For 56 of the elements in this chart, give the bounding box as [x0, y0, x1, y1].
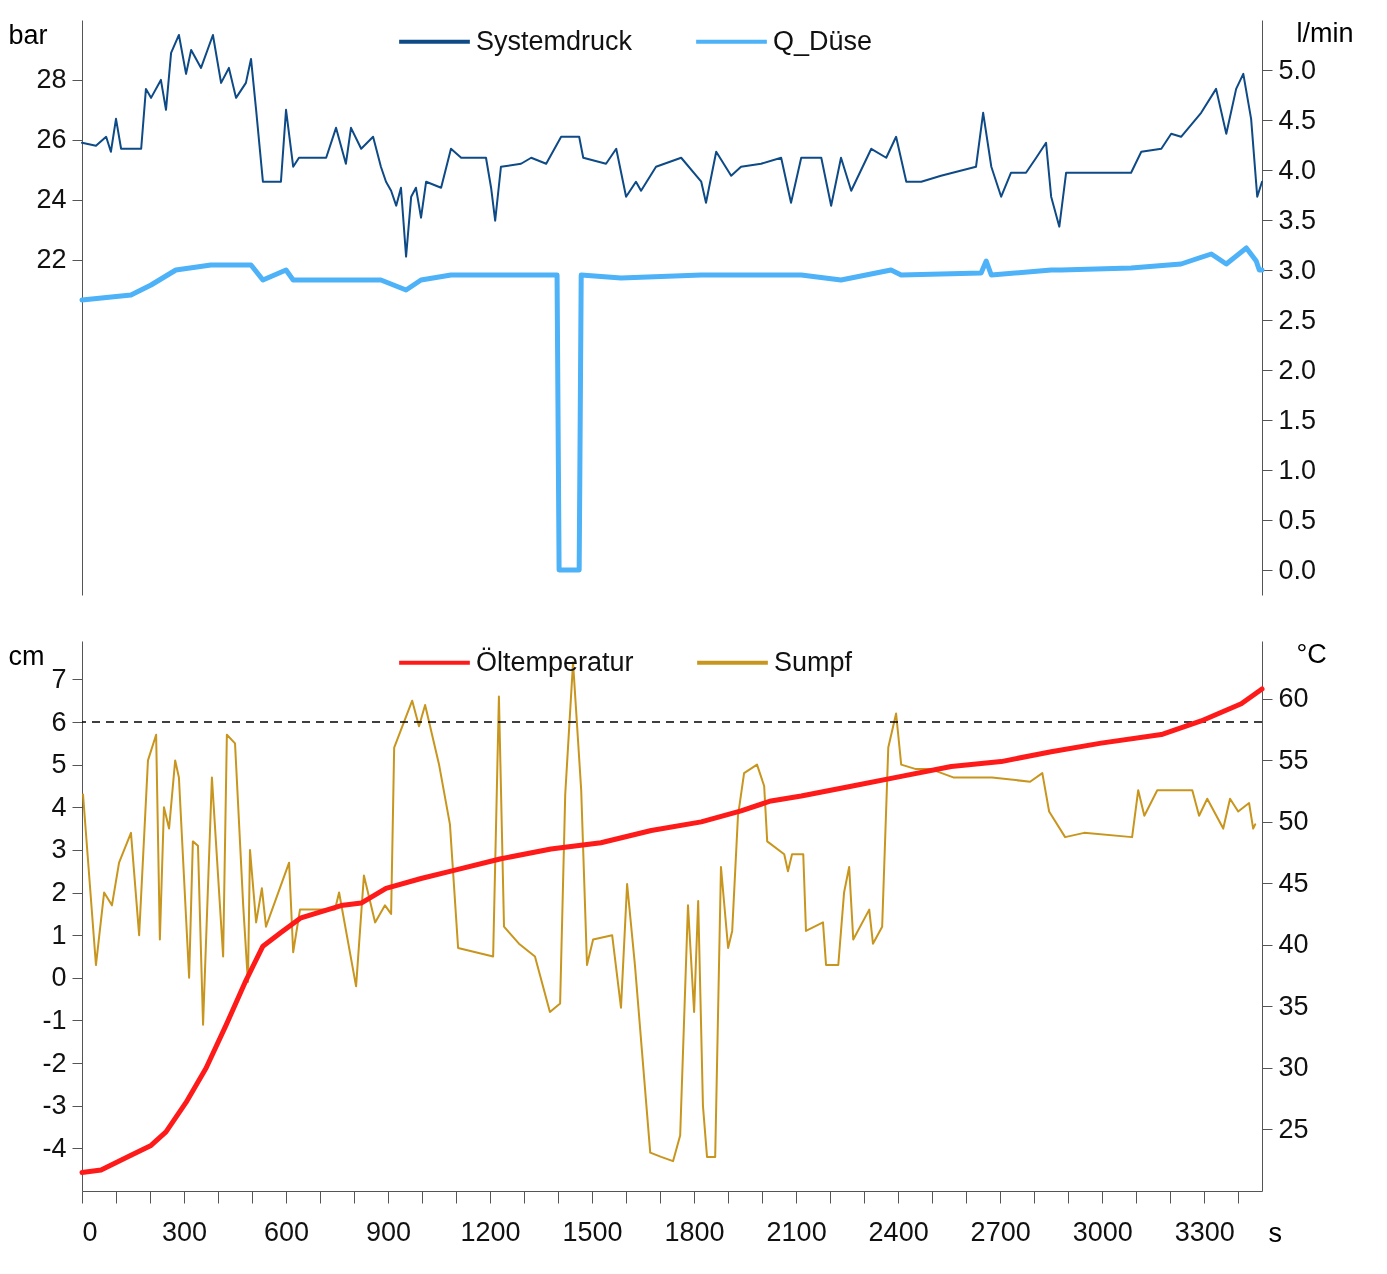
y2-tick-label: 4.0 [1278, 154, 1317, 185]
y-tick-label: 24 [36, 184, 67, 215]
y-tick-label: -4 [42, 1132, 67, 1163]
x-tick-label: 1500 [562, 1216, 623, 1247]
x-tick-label: 1200 [460, 1216, 521, 1247]
y2-tick-label: 30 [1278, 1052, 1309, 1083]
y2-tick-label: 2.5 [1278, 304, 1317, 335]
x-tick-label: 0 [82, 1216, 98, 1247]
y-tick-label: 7 [51, 663, 67, 694]
legend-label: Q_Düse [773, 25, 873, 56]
y2-axis-title: l/min [1296, 17, 1354, 48]
x-tick-label: 2400 [868, 1216, 929, 1247]
y2-axis-title: °C [1296, 638, 1327, 669]
y2-tick-label: 0.5 [1278, 504, 1317, 535]
legend-label: Sumpf [774, 646, 853, 677]
x-tick-label: 900 [366, 1216, 412, 1247]
x-tick-label: 2100 [766, 1216, 827, 1247]
y-tick-label: 22 [36, 244, 67, 275]
legend-label: Öltemperatur [476, 646, 634, 677]
y-tick-label: 1 [51, 919, 67, 950]
y2-tick-label: 1.0 [1278, 454, 1317, 485]
y2-tick-label: 3.0 [1278, 254, 1317, 285]
y2-tick-label: 55 [1278, 744, 1309, 775]
x-tick-label: 600 [264, 1216, 310, 1247]
y-tick-label: -1 [42, 1004, 67, 1035]
y-tick-label: 5 [51, 749, 67, 780]
y2-tick-label: 25 [1278, 1113, 1309, 1144]
x-axis-title: s [1268, 1217, 1282, 1248]
y2-tick-label: 4.5 [1278, 104, 1317, 135]
y2-tick-label: 60 [1278, 683, 1309, 714]
y-tick-label: 3 [51, 834, 67, 865]
y2-tick-label: 40 [1278, 929, 1309, 960]
y-tick-label: 0 [51, 962, 67, 993]
y2-tick-label: 1.5 [1278, 404, 1317, 435]
x-tick-label: 1800 [664, 1216, 725, 1247]
y2-tick-label: 35 [1278, 990, 1309, 1021]
x-tick-label: 2700 [970, 1216, 1031, 1247]
y-tick-label: 28 [36, 64, 67, 95]
y-tick-label: 4 [51, 791, 67, 822]
x-tick-label: 3300 [1174, 1216, 1235, 1247]
y2-tick-label: 2.0 [1278, 354, 1317, 385]
y2-tick-label: 0.0 [1278, 554, 1317, 585]
y-tick-label: -2 [42, 1047, 67, 1078]
x-tick-label: 300 [161, 1216, 208, 1247]
y2-tick-label: 50 [1278, 806, 1309, 837]
y-axis-title: cm [8, 640, 45, 671]
y2-tick-label: 45 [1278, 867, 1309, 898]
y-axis-title: bar [8, 19, 48, 50]
legend-label: Systemdruck [476, 25, 633, 56]
y2-tick-label: 5.0 [1278, 54, 1317, 85]
y-tick-label: 26 [36, 124, 67, 155]
y-tick-label: -3 [42, 1090, 67, 1121]
y2-tick-label: 3.5 [1278, 204, 1317, 235]
y-tick-label: 2 [51, 877, 67, 908]
y-tick-label: 6 [51, 706, 67, 737]
x-tick-label: 3000 [1072, 1216, 1133, 1247]
